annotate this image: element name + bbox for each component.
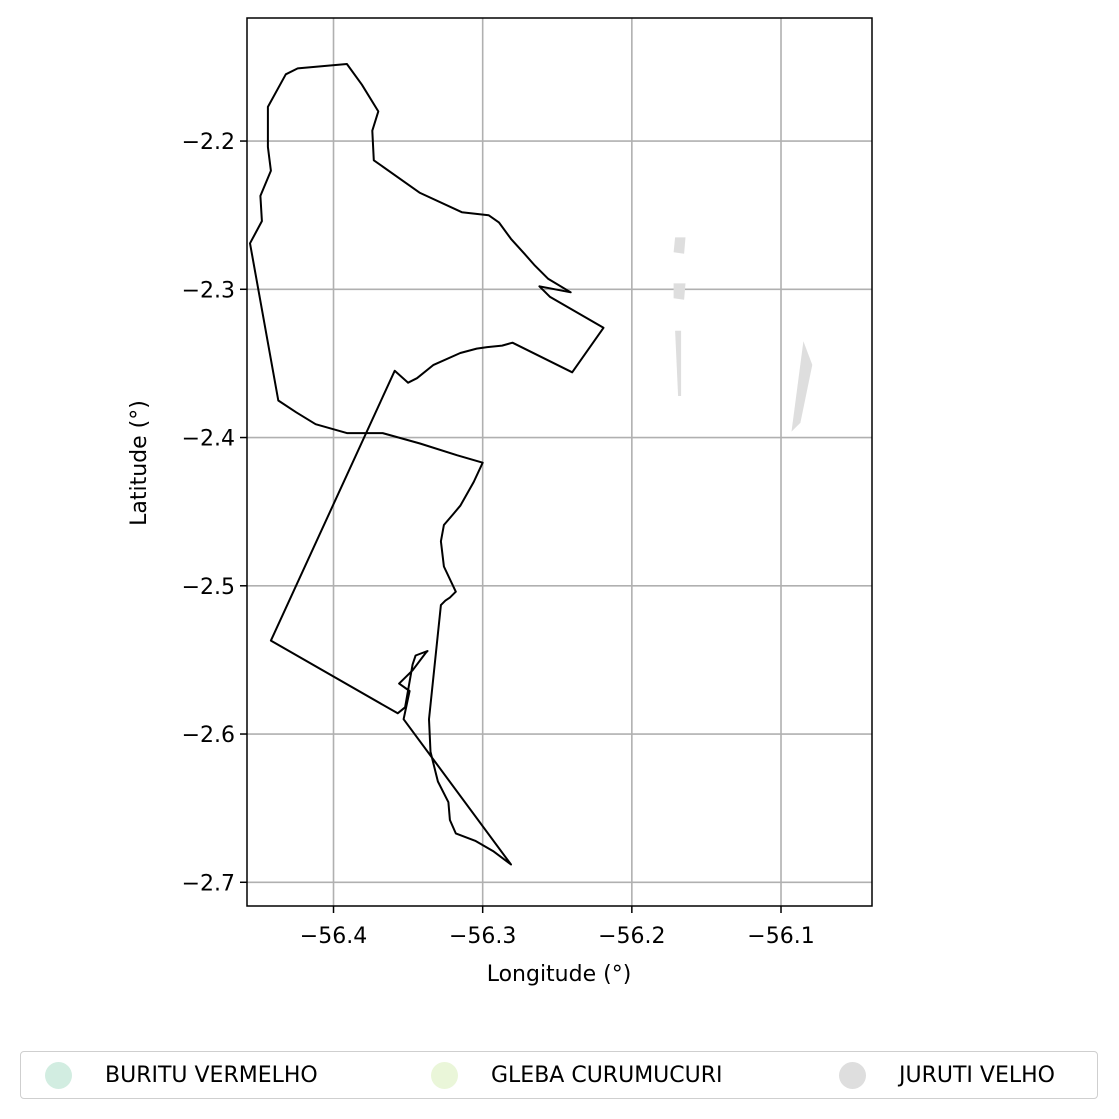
legend-item-buritu-vermelho: BURITU VERMELHO	[45, 1052, 318, 1098]
territory-area	[673, 237, 686, 254]
legend-item-gleba-curumucuri: GLEBA CURUMUCURI	[431, 1052, 723, 1098]
legend: BURITU VERMELHO GLEBA CURUMUCURI JURUTI …	[20, 1051, 1098, 1099]
map-figure: −56.4 −56.3 −56.2 −56.1 −2.2 −2.3 −2.4 −2.5 −2.6…	[127, 17, 873, 987]
legend-label: BURITU VERMELHO	[105, 1062, 318, 1088]
x-tick-label: −56.2	[598, 924, 665, 949]
legend-marker-icon	[839, 1061, 866, 1089]
boundary-layer	[249, 63, 605, 866]
territory-area	[791, 341, 813, 432]
ticks: −56.4 −56.3 −56.2 −56.1 −2.2 −2.3 −2.4 −2.5 −2.6…	[182, 130, 815, 949]
x-tick-label: −56.3	[449, 924, 516, 949]
municipality-boundary	[249, 63, 605, 866]
legend-item-juruti-velho: JURUTI VELHO	[839, 1052, 1055, 1098]
y-tick-label: −2.6	[182, 723, 235, 748]
axes-frame	[246, 17, 873, 907]
y-tick-label: −2.2	[182, 130, 235, 155]
legend-marker-icon	[431, 1061, 458, 1089]
x-tick-label: −56.4	[300, 924, 367, 949]
territory-area	[673, 283, 686, 300]
y-tick-label: −2.3	[182, 278, 235, 303]
territory-area	[675, 330, 682, 396]
grid	[247, 18, 872, 906]
territory-areas	[673, 237, 813, 432]
y-tick-label: −2.4	[182, 427, 235, 452]
y-tick-label: −2.5	[182, 575, 235, 600]
y-axis-label: Latitude (°)	[127, 400, 152, 526]
legend-label: JURUTI VELHO	[899, 1062, 1055, 1088]
legend-label: GLEBA CURUMUCURI	[491, 1062, 723, 1088]
y-tick-label: −2.7	[182, 871, 235, 896]
x-tick-label: −56.1	[747, 924, 814, 949]
legend-marker-icon	[45, 1061, 72, 1089]
x-axis-label: Longitude (°)	[487, 962, 632, 987]
